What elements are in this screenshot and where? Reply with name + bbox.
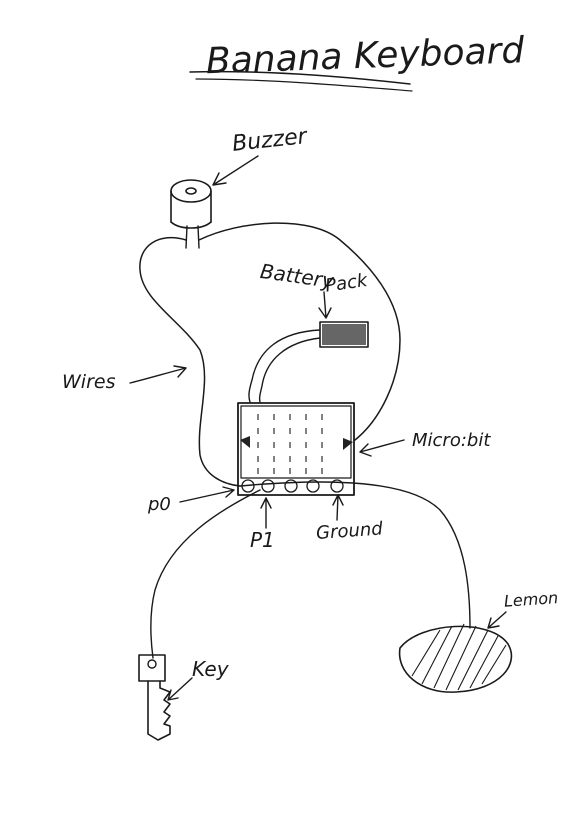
wire-loop-right (198, 222, 401, 441)
buzzer-arrow (212, 155, 259, 186)
buzzer-label: Buzzer (231, 124, 310, 157)
lemon-arrow (487, 611, 507, 629)
wires-label: Wires (62, 371, 116, 393)
battery-wire-2 (258, 337, 321, 403)
wire-to-lemon (239, 481, 471, 629)
ground-label: Ground (315, 518, 383, 544)
battery-pack-icon (319, 321, 369, 348)
lemon-icon (398, 623, 513, 693)
battery-arrow (318, 291, 332, 319)
battery-wire (248, 329, 321, 403)
wire-loop (139, 236, 241, 487)
title-underline-2 (195, 78, 413, 92)
lemon-label: Lemon (503, 588, 558, 611)
key-arrow (167, 677, 193, 701)
microbit-icon (237, 402, 355, 496)
wires-arrow (129, 365, 187, 384)
buzzer-icon (170, 179, 212, 249)
ground-arrow (332, 494, 344, 521)
p1-label: P1 (250, 528, 275, 552)
p0-label: p0 (147, 494, 171, 515)
p1-arrow (260, 497, 272, 529)
key-icon (138, 654, 171, 741)
p0-arrow (179, 486, 235, 503)
diagram-title: Banana Keyboard (205, 30, 526, 82)
title-underline (189, 70, 411, 85)
microbit-label: Micro:bit (412, 430, 491, 451)
wire-to-key (150, 489, 261, 659)
key-label: Key (192, 657, 230, 681)
microbit-arrow (359, 439, 405, 457)
